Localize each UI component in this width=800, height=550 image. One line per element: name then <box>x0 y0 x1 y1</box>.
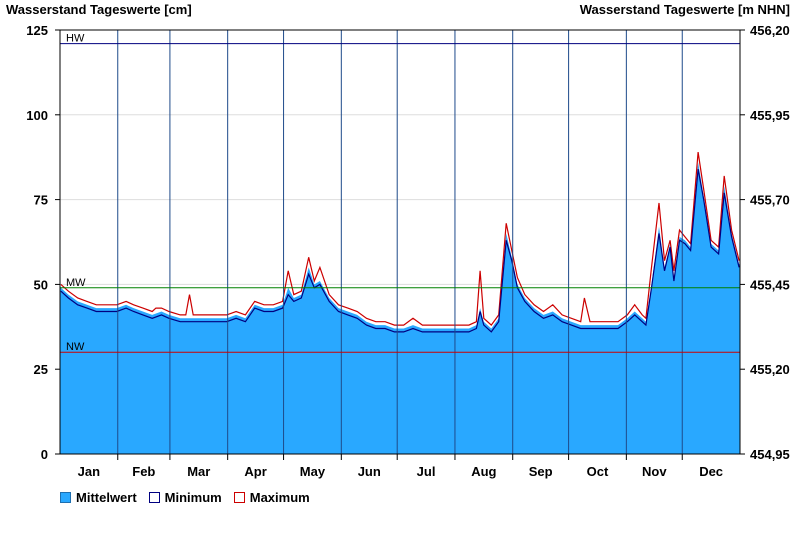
x-tick-label: Jun <box>358 464 381 479</box>
x-tick-label: Jul <box>417 464 436 479</box>
legend-swatch-minimum <box>148 492 160 503</box>
reference-label-mw: MW <box>66 277 86 289</box>
legend-label-mittelwert: Mittelwert <box>76 490 137 505</box>
series-line-maximum <box>60 152 740 326</box>
reference-label-hw: HW <box>66 33 85 45</box>
x-tick-label: Apr <box>244 464 266 479</box>
y-tick-label-left: 50 <box>34 277 48 292</box>
legend: Mittelwert Minimum Maximum <box>60 490 322 505</box>
y-tick-label-right: 455,70 <box>750 193 790 208</box>
axis-ticks: 0 454,95 25 455,20 50 455,45 75 455,70 100 455,95… <box>26 23 789 479</box>
x-tick-label: Nov <box>642 464 667 479</box>
x-tick-label: Sep <box>529 464 553 479</box>
legend-item-maximum: Maximum <box>233 490 310 505</box>
y-tick-label-right: 455,95 <box>750 108 790 123</box>
legend-swatch-mittelwert <box>60 492 71 503</box>
y-tick-label-right: 455,20 <box>750 362 790 377</box>
x-tick-label: Oct <box>587 464 609 479</box>
y-tick-label-left: 100 <box>26 108 48 123</box>
x-tick-label: Dec <box>699 464 723 479</box>
series-area-mittelwert <box>60 162 740 455</box>
y-tick-label-right: 454,95 <box>750 447 790 462</box>
title-left: Wasserstand Tageswerte [cm] <box>6 2 192 17</box>
x-tick-label: Aug <box>471 464 496 479</box>
legend-swatch-maximum <box>233 492 245 503</box>
x-tick-label: Mar <box>187 464 210 479</box>
y-tick-label-left: 75 <box>34 193 48 208</box>
legend-label-maximum: Maximum <box>249 490 310 505</box>
x-tick-label: May <box>300 464 326 479</box>
y-tick-label-right: 455,45 <box>750 277 790 292</box>
series-layer <box>60 152 740 455</box>
title-right: Wasserstand Tageswerte [m NHN] <box>580 2 790 17</box>
legend-item-mittelwert: Mittelwert <box>60 490 137 505</box>
legend-label-minimum: Minimum <box>164 490 222 505</box>
plot-frame <box>59 29 741 455</box>
reference-label-nw: NW <box>66 341 85 353</box>
legend-item-minimum: Minimum <box>148 490 222 505</box>
month-separators <box>117 30 683 454</box>
y-tick-label-left: 25 <box>34 362 48 377</box>
y-tick-label-left: 125 <box>26 23 48 38</box>
y-tick-label-right: 456,20 <box>750 23 790 38</box>
y-tick-label-left: 0 <box>41 447 48 462</box>
x-tick-label: Jan <box>78 464 100 479</box>
x-tick-label: Feb <box>132 464 155 479</box>
reference-lines: HW MW NW <box>60 33 740 353</box>
